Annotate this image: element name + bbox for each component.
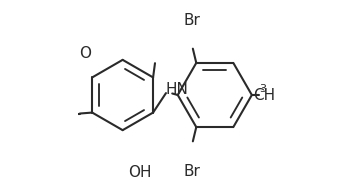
Text: O: O: [79, 46, 91, 61]
Text: HN: HN: [165, 82, 188, 97]
Text: 3: 3: [259, 84, 266, 94]
Text: CH: CH: [253, 88, 275, 102]
Text: OH: OH: [128, 165, 152, 180]
Text: Br: Br: [183, 164, 200, 178]
Text: Br: Br: [183, 13, 200, 28]
